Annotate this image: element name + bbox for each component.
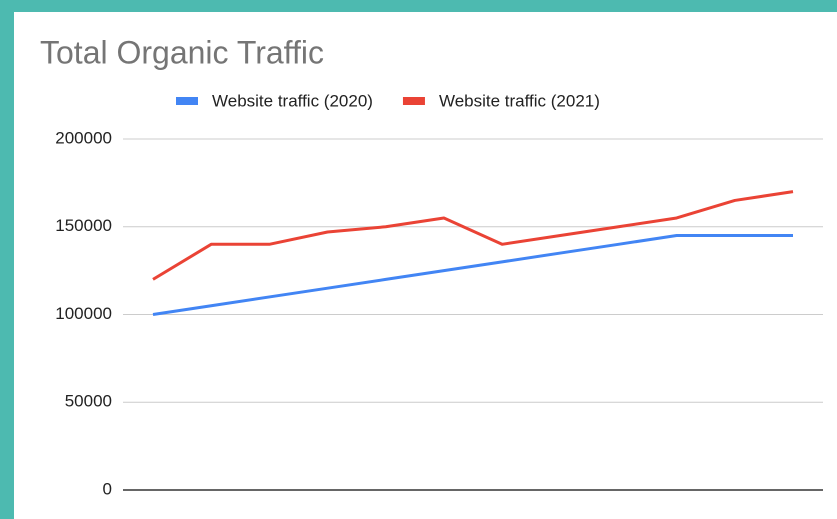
y-tick-label: 0 (103, 479, 112, 498)
y-tick-label: 50000 (65, 392, 112, 411)
y-tick-label: 100000 (55, 304, 112, 323)
chart-title: Total Organic Traffic (40, 34, 324, 70)
legend-swatch (176, 97, 198, 105)
chart-background (14, 12, 837, 519)
legend-label: Website traffic (2020) (212, 91, 373, 110)
y-tick-label: 150000 (55, 216, 112, 235)
legend-label: Website traffic (2021) (439, 91, 600, 110)
series-line (152, 190, 794, 281)
y-tick-label: 200000 (55, 128, 112, 147)
series-line (152, 234, 793, 316)
legend-swatch (402, 97, 425, 105)
